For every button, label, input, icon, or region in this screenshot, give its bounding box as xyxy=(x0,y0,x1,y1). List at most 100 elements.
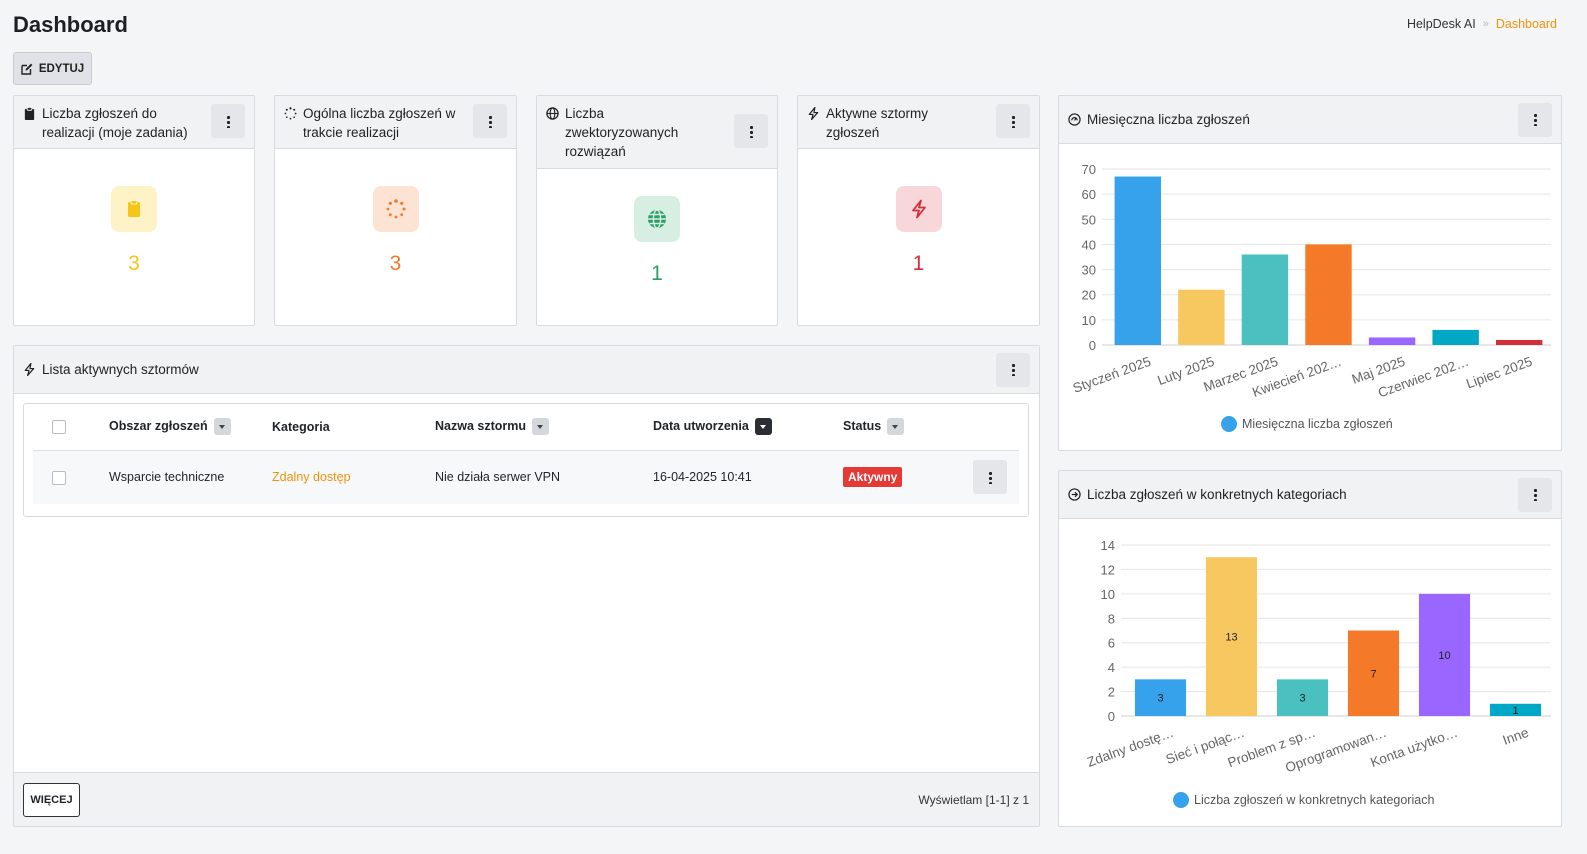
monthly-chart-menu-button[interactable] xyxy=(1518,102,1552,137)
stat-icon-box xyxy=(634,196,680,242)
spinner-icon xyxy=(284,107,297,120)
bolt-icon xyxy=(808,107,819,120)
edit-button-label: EDYTUJ xyxy=(38,62,85,75)
edit-button[interactable]: EDYTUJ xyxy=(13,52,92,85)
x-tick-label: Styczeń 2025 xyxy=(1071,354,1153,396)
y-tick-label: 30 xyxy=(1082,263,1096,278)
data-label: 1 xyxy=(1512,705,1518,717)
stat-card-vectorized: Liczba zwektoryzowanych rozwiązań 1 xyxy=(536,95,778,326)
stat-card-menu-button[interactable] xyxy=(734,114,768,148)
row-checkbox[interactable] xyxy=(52,470,66,485)
sort-chevron-icon[interactable] xyxy=(754,418,772,436)
x-tick-label: Lipiec 2025 xyxy=(1464,354,1534,392)
spinner-icon xyxy=(386,199,405,219)
bar xyxy=(1114,176,1161,345)
data-label: 3 xyxy=(1299,693,1305,705)
x-tick-label: Inne xyxy=(1501,725,1531,748)
bar xyxy=(1496,339,1543,345)
clipboard-icon xyxy=(128,200,140,217)
stat-card-title: Liczba zwektoryzowanych rozwiązań xyxy=(565,106,679,159)
stat-card-title: Ogólna liczba zgłoszeń w trakcie realiza… xyxy=(303,106,456,140)
column-header-category: Kategoria xyxy=(272,404,435,451)
y-tick-label: 8 xyxy=(1108,611,1115,626)
storm-table: Obszar zgłoszeń Kategoria Nazwa sztormu … xyxy=(33,404,1019,504)
cell-area: Wsparcie techniczne xyxy=(109,470,225,485)
data-label: 3 xyxy=(1157,693,1163,705)
kebab-icon xyxy=(226,114,230,128)
clipboard-icon xyxy=(24,107,35,120)
stat-card-title: Liczba zgłoszeń do realizacji (moje zada… xyxy=(42,106,188,140)
stat-value: 3 xyxy=(389,252,402,275)
column-header-created-date[interactable]: Data utworzenia xyxy=(653,404,843,451)
y-tick-label: 4 xyxy=(1108,660,1115,675)
stat-icon-box xyxy=(895,186,942,232)
cell-storm-name: Nie działa serwer VPN xyxy=(435,470,561,485)
chart-legend[interactable]: Miesięczna liczba zgłoszeń xyxy=(1221,416,1393,432)
gauge-icon xyxy=(1068,113,1081,126)
storm-table-wrapper: Obszar zgłoszeń Kategoria Nazwa sztormu … xyxy=(23,403,1029,517)
monthly-chart-card: Miesięczna liczba zgłoszeń 0 10 20 30 40 50 60… xyxy=(1058,95,1562,451)
table-row[interactable]: Wsparcie techniczne Zdalny dostęp Nie dz… xyxy=(33,450,1019,504)
y-tick-label: 2 xyxy=(1108,685,1115,700)
stat-card-menu-button[interactable] xyxy=(211,104,245,138)
sort-chevron-icon[interactable] xyxy=(532,418,549,436)
cell-category-link[interactable]: Zdalny dostęp xyxy=(272,470,351,485)
breadcrumb: HelpDesk AI » Dashboard xyxy=(1407,17,1557,31)
arrow-circle-icon xyxy=(1068,488,1081,501)
bar xyxy=(1178,289,1225,345)
select-all-checkbox[interactable] xyxy=(52,420,66,435)
breadcrumb-root[interactable]: HelpDesk AI xyxy=(1406,17,1476,31)
sort-chevron-icon[interactable] xyxy=(213,418,231,436)
stat-card-in-progress: Ogólna liczba zgłoszeń w trakcie realiza… xyxy=(274,95,517,326)
kebab-icon xyxy=(1533,113,1537,126)
chart-legend[interactable]: Liczba zgłoszeń w konkretnych kategoriac… xyxy=(1173,792,1434,808)
bar xyxy=(1489,703,1542,716)
globe-icon xyxy=(648,209,666,229)
bar xyxy=(1241,254,1289,345)
storm-list-footer: WIĘCEJ Wyświetlam [1-1] z 1 xyxy=(14,772,1039,826)
bar xyxy=(1205,557,1258,716)
y-tick-label: 6 xyxy=(1108,636,1115,651)
kebab-icon xyxy=(988,470,992,484)
column-header-status[interactable]: Status xyxy=(843,404,961,451)
y-tick-label: 0 xyxy=(1108,709,1115,724)
bolt-icon xyxy=(24,363,35,376)
edit-icon xyxy=(21,63,33,75)
bar xyxy=(1134,679,1187,716)
legend-label: Miesięczna liczba zgłoszeń xyxy=(1242,417,1393,431)
sort-chevron-icon[interactable] xyxy=(887,418,905,436)
stat-value: 1 xyxy=(651,262,663,285)
row-menu-button[interactable] xyxy=(973,460,1007,495)
column-header-area[interactable]: Obszar zgłoszeń xyxy=(109,404,272,451)
monthly-chart-title: Miesięczna liczba zgłoszeń xyxy=(1087,112,1250,127)
stat-card-menu-button[interactable] xyxy=(996,104,1030,138)
cell-created-date: 16-04-2025 10:41 xyxy=(653,470,752,485)
stat-icon-box xyxy=(372,186,419,232)
bar xyxy=(1276,679,1329,716)
y-tick-label: 14 xyxy=(1101,538,1115,553)
stat-card-title: Aktywne sztormy zgłoszeń xyxy=(826,106,929,140)
stat-value: 3 xyxy=(128,252,140,275)
stat-value: 1 xyxy=(912,252,925,275)
storm-list-title: Lista aktywnych sztormów xyxy=(42,362,199,377)
more-button[interactable]: WIĘCEJ xyxy=(23,783,80,817)
bar xyxy=(1347,630,1400,716)
y-tick-label: 70 xyxy=(1082,162,1096,177)
y-tick-label: 20 xyxy=(1082,288,1096,303)
kebab-icon xyxy=(1533,488,1537,501)
stat-card-menu-button[interactable] xyxy=(473,104,507,138)
data-label: 13 xyxy=(1225,632,1237,644)
y-tick-label: 10 xyxy=(1082,313,1096,328)
kebab-icon xyxy=(1011,114,1015,128)
kebab-icon xyxy=(1011,363,1015,376)
data-label: 10 xyxy=(1438,650,1450,662)
x-tick-label: Zdalny dostę… xyxy=(1085,725,1175,770)
storm-list-card: Lista aktywnych sztormów Obszar zgłoszeń… xyxy=(13,345,1040,827)
column-header-storm-name[interactable]: Nazwa sztormu xyxy=(435,404,653,451)
storm-list-menu-button[interactable] xyxy=(996,352,1030,387)
kebab-icon xyxy=(488,114,492,128)
y-tick-label: 10 xyxy=(1101,587,1115,602)
category-chart-menu-button[interactable] xyxy=(1518,477,1552,512)
